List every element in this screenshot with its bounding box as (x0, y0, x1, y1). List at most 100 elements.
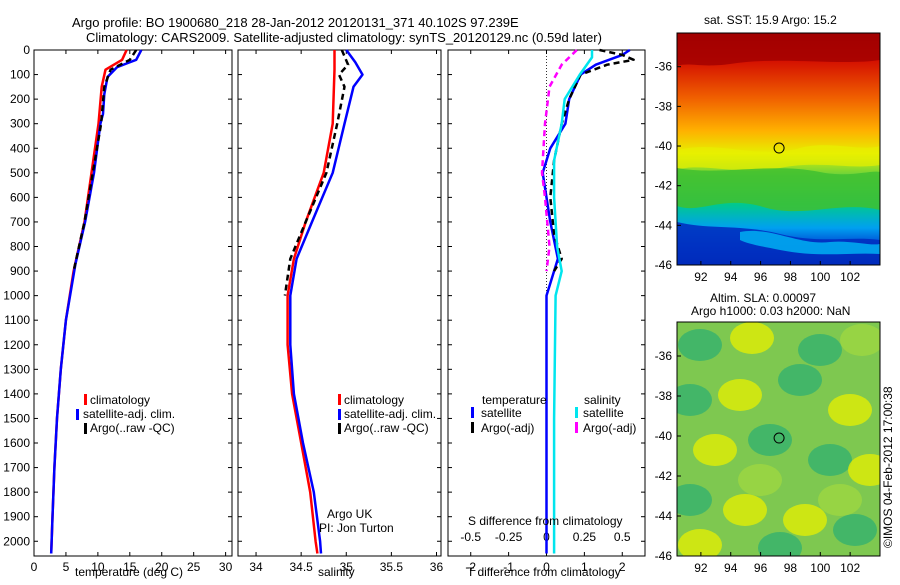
y-tick-label: 1000 (3, 289, 30, 303)
legend-label-temp-argo: Argo(-adj) (481, 421, 534, 435)
x-tick-label: 34.5 (289, 560, 313, 574)
series-temperature-satellite (541, 48, 631, 554)
y-tick-label: 1800 (3, 485, 30, 499)
map-x-tick-label: 96 (754, 561, 768, 575)
x-tick-label: 2 (619, 560, 626, 574)
legend-label-sal-satellite: satellite (583, 406, 624, 420)
legend-swatch-argo (84, 423, 87, 434)
sst-heatmap (677, 33, 880, 265)
x-tick-label: 25 (187, 560, 201, 574)
sla-anomaly-blob (778, 364, 822, 396)
y-tick-label: 1400 (3, 387, 30, 401)
legend-label-satellite: satellite-adj. clim. (83, 407, 175, 421)
x-tick-label: -2 (465, 560, 476, 574)
figure-title-line2: Climatology: CARS2009. Satellite-adjuste… (86, 30, 602, 45)
y-tick-label: 900 (10, 264, 30, 278)
sla-anomaly-blob (730, 322, 774, 354)
map-x-tick-label: 96 (754, 270, 768, 284)
sla-anomaly-blob (748, 424, 792, 456)
sla-anomaly-blob (678, 529, 722, 556)
x2-tick-label: -0.5 (460, 530, 481, 544)
map-y-tick-label: -36 (655, 60, 673, 74)
y-tick-label: 200 (10, 92, 30, 106)
sla-map-frame (676, 321, 881, 557)
y-tick-label: 300 (10, 117, 30, 131)
legend-swatch-argo (338, 423, 341, 434)
x-tick-label: 5 (63, 560, 70, 574)
map-y-tick-label: -46 (655, 549, 673, 563)
sla-anomaly-blob (677, 384, 712, 416)
sla-heatmap (677, 322, 880, 556)
x-tick-label: 10 (91, 560, 105, 574)
salinity-profile-plot: 34 34.5 35 35.5 36 (238, 49, 444, 574)
x-tick-label: 15 (123, 560, 137, 574)
y-tick-label: 2000 (3, 534, 30, 548)
series-salinity-argo-adj- (540, 49, 578, 272)
y-tick-label: 600 (10, 190, 30, 204)
temperature-legend: climatology satellite-adj. clim. Argo(..… (76, 393, 175, 435)
map-x-tick-label: 100 (810, 270, 830, 284)
map-y-tick-label: -40 (655, 429, 673, 443)
series-satellite-adj-clim- (49, 49, 143, 554)
temperature-panel (33, 49, 233, 557)
x-tick-label: 35.5 (380, 560, 404, 574)
sst-map-frame (676, 32, 881, 266)
sst-map-title: sat. SST: 15.9 Argo: 15.2 (704, 13, 837, 27)
imos-credit: ©IMOS 04-Feb-2012 17:00:38 (881, 386, 895, 548)
legend-swatch-satellite (338, 409, 341, 420)
x-tick-label: 30 (219, 560, 233, 574)
series-satellite-adj-clim- (289, 49, 364, 554)
sla-anomaly-blob (818, 484, 862, 516)
y-tick-label: 700 (10, 215, 30, 229)
sst-warm-band (677, 33, 880, 66)
map-y-tick-label: -38 (655, 99, 673, 113)
difference-legend: temperature salinity satellite Argo(-adj… (471, 393, 636, 435)
sla-anomaly-blob (828, 394, 872, 426)
y-tick-label: 400 (10, 141, 30, 155)
sla-anomaly-blob (808, 444, 852, 476)
sst-cyan-eddy (740, 230, 880, 255)
legend-title-temperature: temperature (482, 393, 547, 407)
map-y-tick-label: -42 (655, 179, 673, 193)
legend-label-climatology: climatology (344, 393, 404, 407)
y-tick-label: 0 (23, 43, 30, 57)
sla-anomaly-blob (840, 324, 880, 356)
legend-title-salinity: salinity (584, 393, 621, 407)
sla-anomaly-blob (693, 434, 737, 466)
y-tick-label: 1500 (3, 411, 30, 425)
sst-green-band (677, 168, 880, 212)
series-temperature-argo-adj- (549, 48, 635, 272)
sst-map-axes: 92 94 96 98 100 102 -36 -38 -40 -42 -44 -46 (655, 60, 861, 284)
legend-label-argo: Argo(..raw -QC) (344, 421, 429, 435)
temperature-axis-label: temperature (deg C) (75, 565, 183, 579)
t-difference-axis-label: T difference from climatology (467, 565, 621, 579)
map-y-tick-label: -36 (655, 349, 673, 363)
map-x-tick-label: 98 (784, 270, 798, 284)
legend-label-climatology: climatology (90, 393, 150, 407)
x-tick-label: 0 (543, 560, 550, 574)
y-tick-label: 1900 (3, 510, 30, 524)
argo-location-marker (773, 432, 785, 444)
sla-anomaly-blob (723, 494, 767, 526)
series-salinity-satellite (552, 50, 594, 554)
sla-map-subtitle: Argo h1000: 0.03 h2000: NaN (691, 304, 850, 318)
series-argo-raw-qc- (283, 49, 350, 296)
map-x-tick-label: 102 (840, 561, 860, 575)
legend-label-satellite: satellite-adj. clim. (344, 407, 436, 421)
figure-title-line1: Argo profile: BO 1900680_218 28-Jan-2012… (72, 15, 519, 30)
map-x-tick-label: 94 (724, 561, 738, 575)
map-y-tick-label: -38 (655, 389, 673, 403)
x-tick-label: 36 (430, 560, 444, 574)
map-y-tick-label: -42 (655, 469, 673, 483)
map-y-tick-label: -40 (655, 139, 673, 153)
sla-anomaly-blob (738, 464, 782, 496)
sla-anomaly-blob (678, 329, 722, 361)
x-tick-label: -1 (503, 560, 514, 574)
x2-tick-label: 0.25 (573, 530, 597, 544)
sla-anomaly-blob (758, 532, 802, 556)
y-tick-label: 1100 (4, 313, 30, 327)
legend-swatch-satellite (76, 409, 79, 420)
sla-anomaly-blob (833, 514, 877, 546)
series-climatology (286, 50, 336, 554)
